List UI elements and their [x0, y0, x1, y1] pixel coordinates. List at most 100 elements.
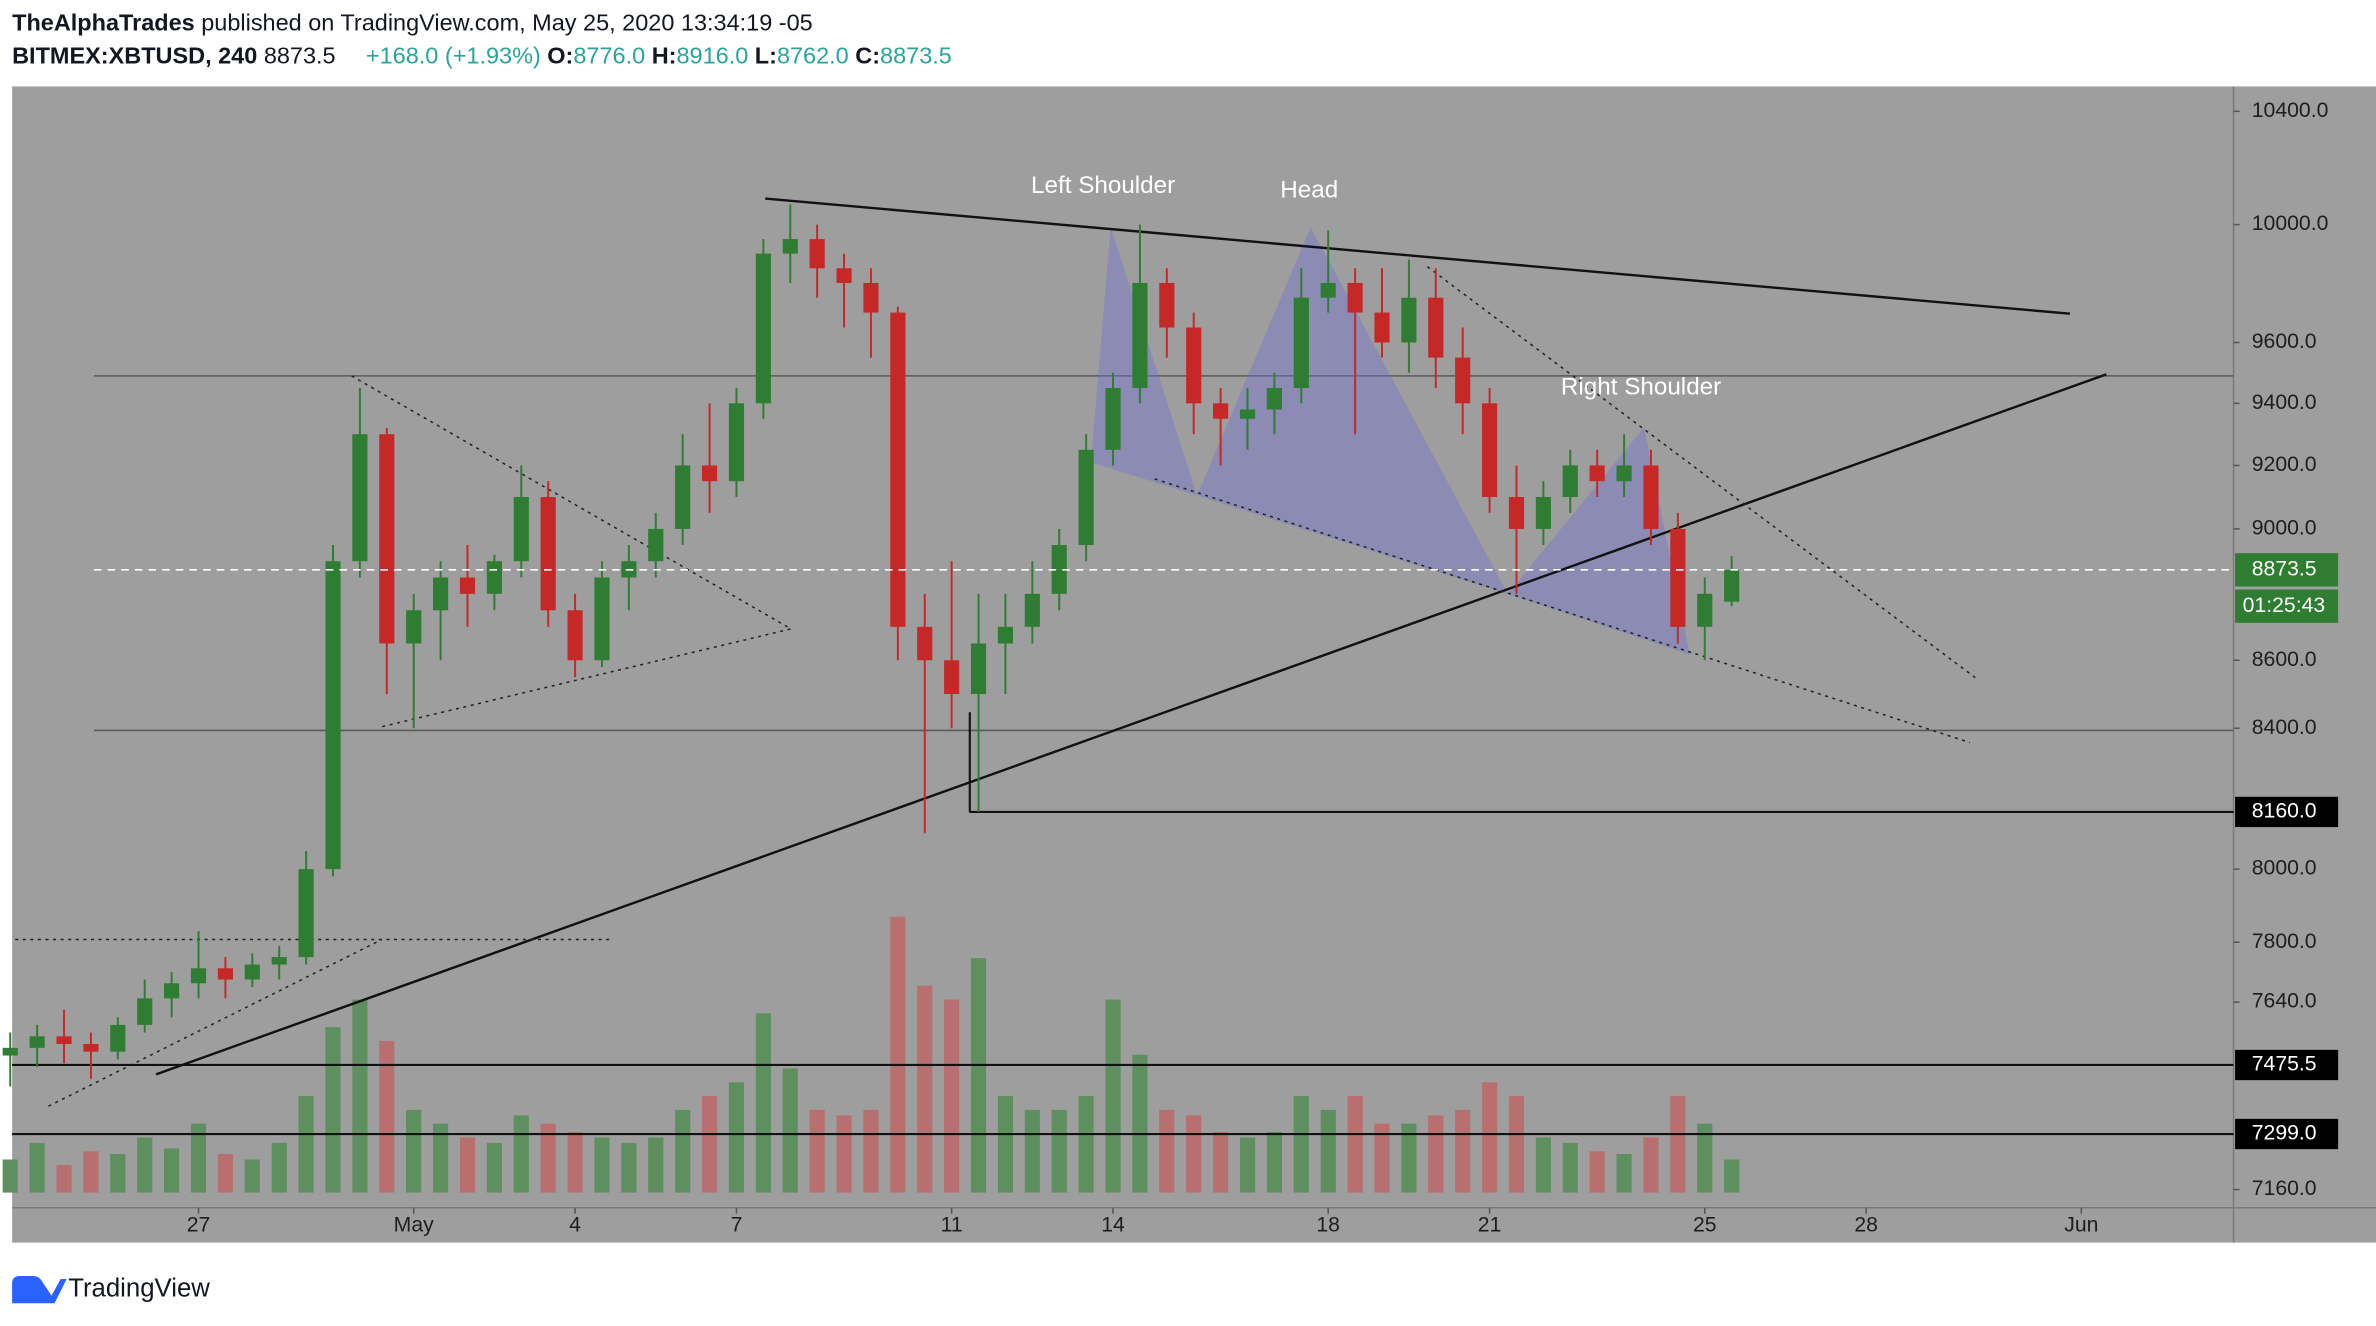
- o-value: 8776.0: [573, 43, 645, 69]
- volume-bar: [486, 1142, 502, 1193]
- l-label: L:: [755, 43, 777, 69]
- volume-bar: [621, 1142, 637, 1193]
- author: TheAlphaTrades: [12, 10, 195, 36]
- volume-bar: [997, 1096, 1014, 1193]
- candle-body: [29, 1036, 45, 1048]
- volume-bar: [56, 1165, 72, 1193]
- volume-bar: [379, 1040, 395, 1193]
- candle-body: [137, 998, 153, 1025]
- volume-bar: [890, 916, 906, 1193]
- h-label: H:: [652, 43, 677, 69]
- volume-bar: [2, 1159, 18, 1193]
- candle-body: [675, 465, 691, 529]
- x-tick-label: 7: [731, 1214, 743, 1237]
- trend-line: [765, 197, 2071, 315]
- volume-bar: [1697, 1123, 1713, 1193]
- candle-body: [1186, 327, 1202, 404]
- y-tick-label: 9400.0: [2252, 391, 2317, 414]
- dotted-line: [351, 375, 794, 729]
- volume-bar: [433, 1123, 449, 1193]
- candle-body: [1078, 449, 1094, 546]
- volume-bar: [1374, 1123, 1390, 1193]
- volume-bar: [110, 1153, 126, 1193]
- volume-bar: [1213, 1131, 1229, 1193]
- candle-body: [567, 610, 583, 661]
- candle-body: [1428, 297, 1444, 358]
- volume-bar: [1024, 1109, 1040, 1193]
- candle-body: [1482, 403, 1498, 498]
- countdown-box: [2235, 589, 2339, 623]
- x-tick-label: May: [394, 1214, 434, 1237]
- candle-body: [1347, 282, 1363, 313]
- annotation: Head: [1280, 176, 1338, 203]
- candle-body: [1132, 282, 1148, 388]
- volume-bar: [1347, 1096, 1363, 1193]
- candle-body: [1724, 569, 1740, 602]
- volume-bar: [1643, 1137, 1659, 1193]
- volume-bar: [325, 1027, 341, 1193]
- candle-body: [271, 957, 287, 965]
- volume-bar: [298, 1096, 314, 1193]
- price-layer: [2, 204, 2234, 1136]
- candle-body: [1239, 409, 1256, 419]
- c-label: C:: [855, 43, 880, 69]
- volume-bar: [648, 1137, 664, 1193]
- y-tick-label: 10400.0: [2252, 99, 2329, 122]
- c-value: 8873.5: [880, 43, 952, 69]
- candle-body: [1562, 465, 1578, 498]
- volume-bar: [594, 1137, 610, 1193]
- x-tick-label: 14: [1101, 1214, 1125, 1237]
- candle-body: [1535, 497, 1551, 529]
- volume-bar: [352, 999, 368, 1193]
- price-label-box: [2235, 796, 2339, 828]
- candle-body: [540, 497, 556, 611]
- candle-body: [1105, 387, 1121, 450]
- volume-bar: [1105, 999, 1121, 1193]
- volume-bar: [137, 1137, 153, 1193]
- volume-bar: [271, 1142, 287, 1193]
- volume-bar: [1266, 1131, 1282, 1193]
- candle-body: [1266, 387, 1282, 410]
- volume-bar: [459, 1137, 476, 1193]
- volume-bar: [406, 1109, 422, 1193]
- candle-body: [110, 1024, 126, 1052]
- candle-body: [1643, 465, 1659, 529]
- x-tick-label: 27: [187, 1214, 211, 1237]
- x-tick-label: Jun: [2064, 1214, 2098, 1237]
- volume-bar: [1428, 1115, 1444, 1193]
- volume-bar: [1320, 1109, 1336, 1193]
- candle-body: [809, 239, 825, 269]
- volume-bar: [83, 1151, 99, 1193]
- chart-background: [12, 86, 2376, 1243]
- last: 8873.5: [264, 43, 336, 69]
- annotation: Right Shoulder: [1561, 373, 1721, 400]
- candle-body: [164, 983, 180, 999]
- y-tick-label: 9200.0: [2252, 453, 2317, 476]
- candle-body: [917, 626, 933, 661]
- dotted-line: [1426, 266, 1980, 682]
- candle-body: [513, 497, 529, 562]
- volume-bar: [1051, 1109, 1067, 1193]
- price-label-box: [2235, 1049, 2339, 1081]
- last-price-box: [2235, 553, 2339, 587]
- symbol-line: BITMEX:XBTUSD, 240 8873.5 +168.0 (+1.93%)…: [12, 43, 952, 69]
- dotted-line: [1154, 478, 1971, 744]
- volume-bar: [1401, 1123, 1417, 1193]
- volume-bar: [675, 1109, 691, 1193]
- candle-body: [379, 434, 395, 644]
- change: +168.0 (+1.93%): [366, 43, 541, 69]
- volume-bar: [917, 985, 933, 1193]
- volume-bar: [1482, 1082, 1498, 1193]
- candle-body: [970, 643, 987, 695]
- candle-body: [1051, 545, 1067, 594]
- volume-bar: [29, 1142, 45, 1193]
- volume-bar: [970, 958, 987, 1193]
- volume-bar: [944, 999, 960, 1193]
- candle-body: [1670, 528, 1686, 627]
- candle-body: [1697, 593, 1713, 627]
- candle-body: [190, 968, 207, 984]
- volume-bar: [1508, 1096, 1525, 1193]
- logo: [12, 1275, 67, 1304]
